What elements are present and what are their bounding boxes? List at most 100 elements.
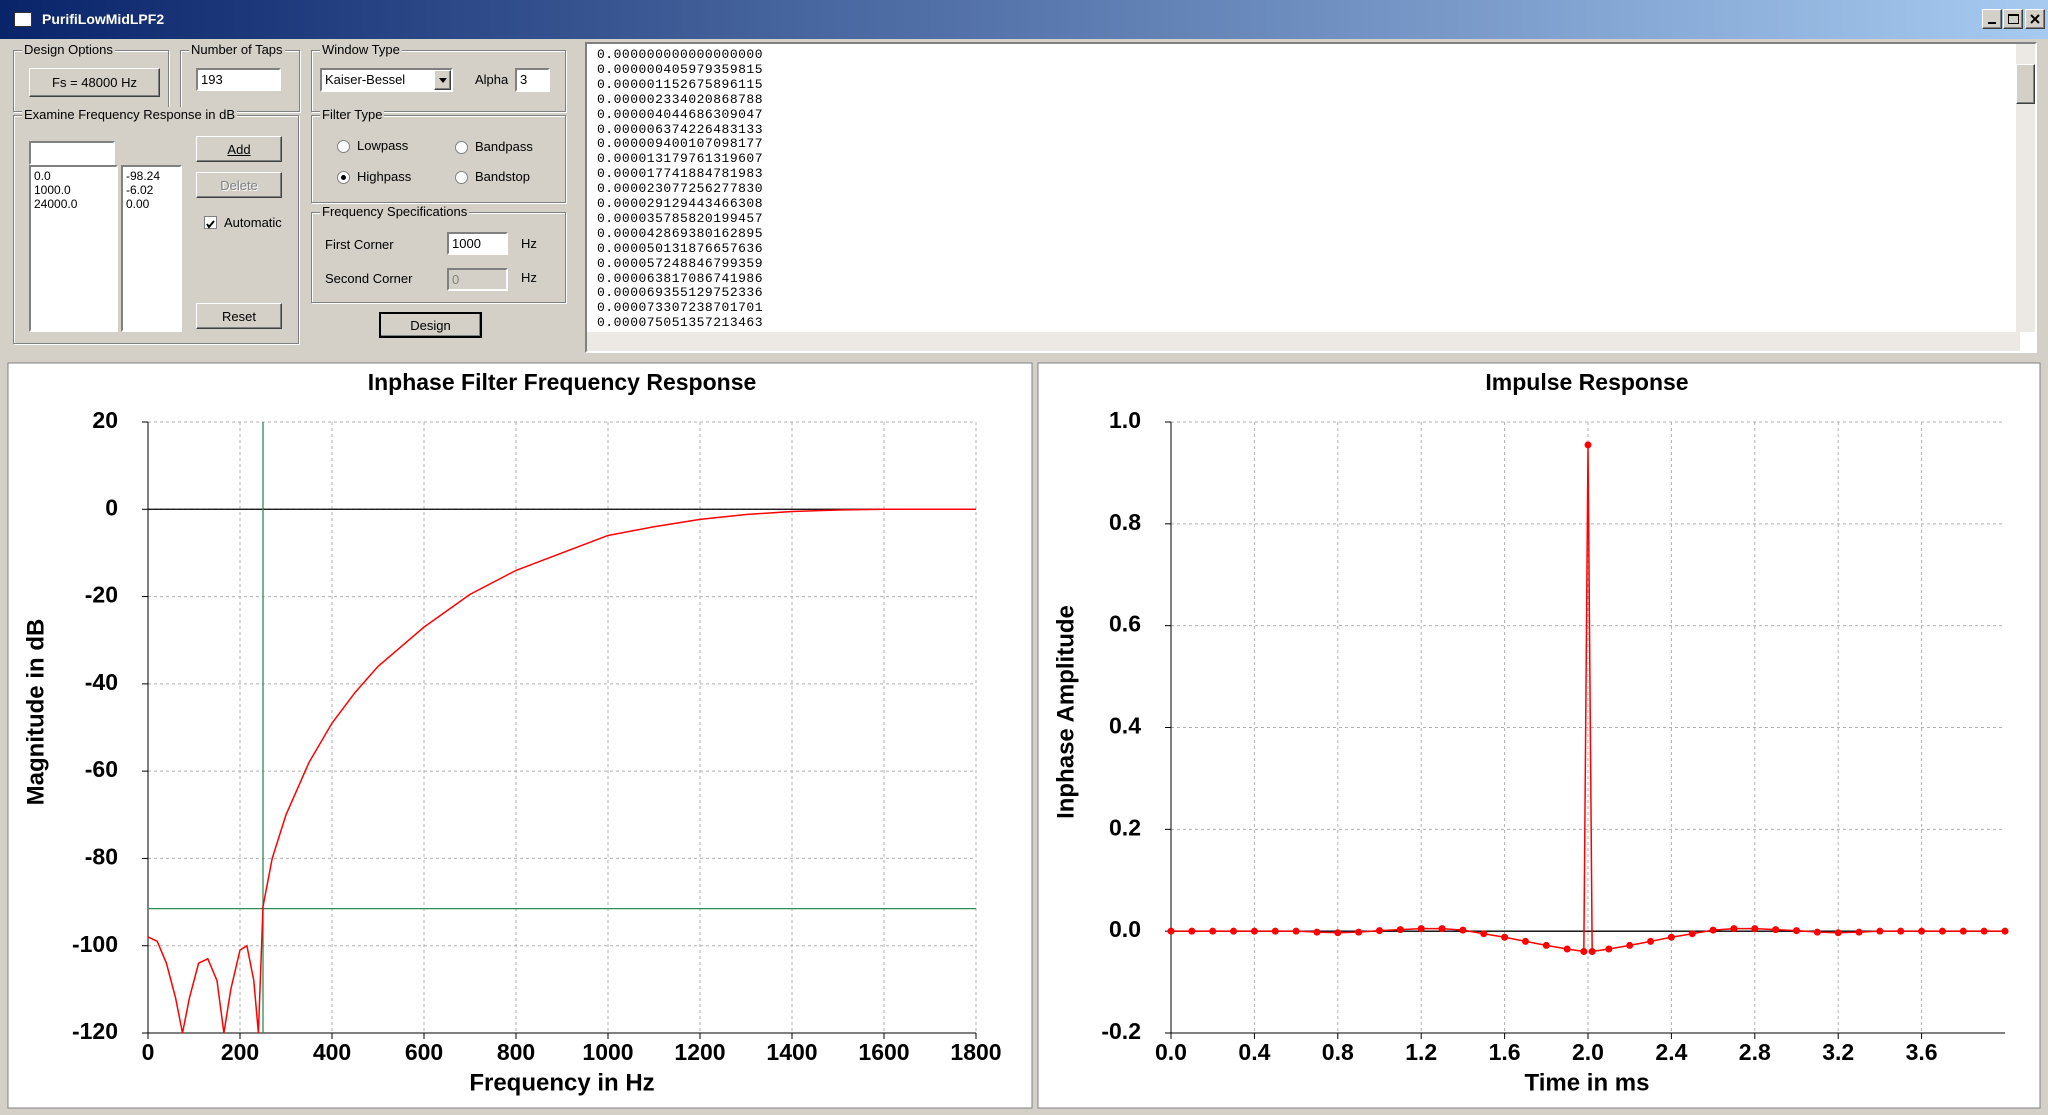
data-point <box>1980 927 1988 935</box>
vertical-scrollbar[interactable] <box>2016 44 2035 332</box>
coefficient-line: 0.000001152675896115 <box>597 76 764 92</box>
first-corner-input[interactable]: 1000 <box>447 232 508 255</box>
reset-button[interactable]: Reset <box>196 303 282 329</box>
data-point <box>1580 948 1588 956</box>
scroll-thumb[interactable] <box>2016 64 2035 104</box>
data-point <box>1667 933 1675 941</box>
data-point <box>1626 941 1634 949</box>
group-label: Filter Type <box>320 107 385 122</box>
x-tick-label: 2.8 <box>1739 1039 1771 1065</box>
data-point <box>1417 925 1425 933</box>
coefficient-line: 0.000075051357213463 <box>597 315 764 331</box>
delete-button[interactable]: Delete <box>196 172 282 198</box>
coefficient-line: 0.000023077256277830 <box>597 181 764 197</box>
data-point <box>1459 926 1467 934</box>
radio-label: Highpass <box>357 169 412 184</box>
data-point <box>1501 933 1509 941</box>
window-type-group: Window Type <box>311 42 566 112</box>
data-point <box>1209 927 1217 935</box>
data-point <box>1438 925 1446 933</box>
y-tick-label: 0.2 <box>1109 814 1141 840</box>
x-tick-label: 1200 <box>674 1039 725 1065</box>
y-tick-label: -100 <box>72 931 118 957</box>
data-point <box>1188 927 1196 935</box>
unit-label: Hz <box>521 236 537 251</box>
data-point <box>1588 948 1596 956</box>
y-tick-label: 20 <box>92 407 118 433</box>
data-point <box>1813 928 1821 936</box>
frequency-list[interactable]: 0.0 1000.0 24000.0 <box>29 165 118 332</box>
close-icon <box>2030 14 2040 24</box>
coefficient-line: 0.000004044686309047 <box>597 106 764 122</box>
data-point <box>1563 945 1571 953</box>
y-tick-label: 0 <box>105 494 118 520</box>
coefficient-line: 0.000063817086741986 <box>597 270 764 286</box>
horizontal-scrollbar[interactable] <box>587 332 2020 351</box>
frequency-specifications-group: Frequency Specifications <box>311 204 566 303</box>
data-point <box>1292 927 1300 935</box>
unit-label: Hz <box>521 270 537 285</box>
x-tick-label: 0 <box>142 1039 155 1065</box>
y-tick-label: 0.0 <box>1109 916 1141 942</box>
automatic-checkbox[interactable] <box>204 216 217 229</box>
data-point <box>1793 927 1800 935</box>
design-button[interactable]: Design <box>379 312 482 338</box>
coefficient-line: 0.000073307238701701 <box>597 300 764 316</box>
group-label: Window Type <box>320 42 402 57</box>
data-point <box>1834 929 1842 937</box>
y-axis-label: Inphase Amplitude <box>1052 605 1079 819</box>
list-item: 24000.0 <box>34 197 78 211</box>
title-bar: PurifiLowMidLPF2 <box>0 0 2048 39</box>
group-label: Frequency Specifications <box>320 204 470 219</box>
x-tick-label: 0.8 <box>1322 1039 1354 1065</box>
list-item: 0.00 <box>126 197 150 211</box>
maximize-button[interactable] <box>2003 9 2023 29</box>
radio-label: Bandstop <box>475 169 530 184</box>
list-item: 0.0 <box>34 169 51 183</box>
data-point <box>1376 927 1383 935</box>
group-label: Number of Taps <box>189 42 285 57</box>
close-button[interactable] <box>2025 9 2045 29</box>
fs-button[interactable]: Fs = 48000 Hz <box>29 68 160 97</box>
response-list[interactable]: -98.24 -6.02 0.00 <box>121 165 182 332</box>
radio-button[interactable] <box>455 171 468 184</box>
x-tick-label: 2.4 <box>1655 1039 1687 1065</box>
x-tick-label: 0.0 <box>1155 1039 1187 1065</box>
data-point <box>1959 927 1967 935</box>
x-tick-label: 3.2 <box>1822 1039 1854 1065</box>
data-point <box>1542 941 1550 949</box>
taps-input[interactable]: 193 <box>196 68 281 91</box>
window-title: PurifiLowMidLPF2 <box>42 11 165 27</box>
x-axis-label: Time in ms <box>1525 1069 1650 1096</box>
list-item: -98.24 <box>126 169 161 183</box>
x-tick-label: 1400 <box>766 1039 817 1065</box>
coefficient-line: 0.000000000000000000 <box>597 47 764 62</box>
group-label: Examine Frequency Response in dB <box>22 107 238 122</box>
check-mark <box>206 220 215 229</box>
dropdown-arrow[interactable] <box>434 70 451 90</box>
data-point <box>1876 927 1884 935</box>
data-point <box>1730 925 1738 933</box>
coefficient-text-box[interactable]: 0.000000000000000000 0.000000405979359815… <box>585 42 2037 353</box>
y-tick-label: -20 <box>85 582 118 608</box>
chart-title: Inphase Filter Frequency Response <box>368 369 757 395</box>
radio-button[interactable] <box>455 141 468 154</box>
data-point <box>1709 926 1717 934</box>
data-point <box>1897 927 1905 935</box>
frequency-input[interactable] <box>29 141 115 165</box>
window-select[interactable]: Kaiser-Bessel <box>320 68 453 92</box>
chart-panel <box>1037 362 2041 1109</box>
x-tick-label: 400 <box>313 1039 351 1065</box>
minimize-button[interactable] <box>1982 9 2002 29</box>
coefficient-line: 0.000002334020868788 <box>597 91 764 107</box>
radio-button[interactable] <box>337 171 350 184</box>
data-point <box>1521 937 1529 945</box>
alpha-input[interactable]: 3 <box>515 68 550 92</box>
add-button[interactable]: Add <box>196 136 282 162</box>
data-point <box>1230 927 1238 935</box>
radio-button[interactable] <box>337 140 350 153</box>
data-point <box>1938 927 1946 935</box>
alpha-label: Alpha <box>475 72 509 87</box>
coefficient-line: 0.000029129443466308 <box>597 196 764 211</box>
